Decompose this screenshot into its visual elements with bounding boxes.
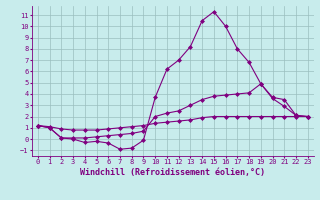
X-axis label: Windchill (Refroidissement éolien,°C): Windchill (Refroidissement éolien,°C)	[80, 168, 265, 177]
